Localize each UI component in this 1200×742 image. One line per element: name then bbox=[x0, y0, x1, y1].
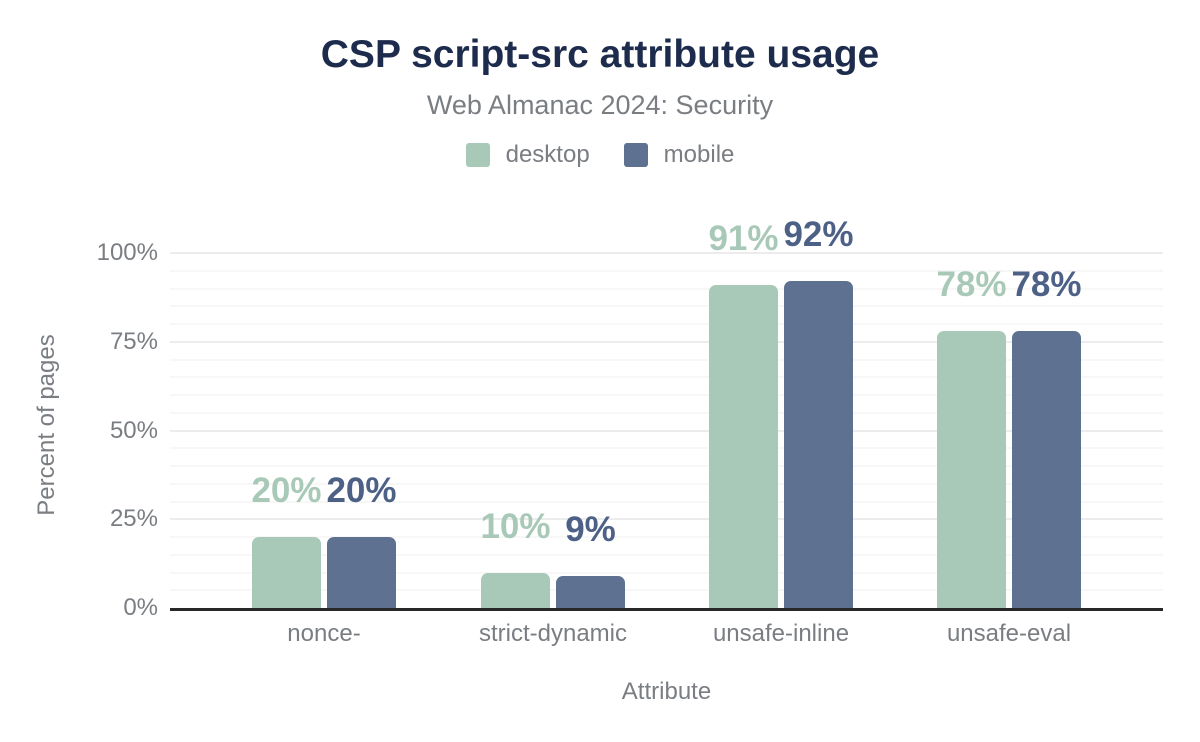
x-tick-label-unsafe-eval: unsafe-eval bbox=[946, 620, 1072, 647]
bar-value-label-desktop-strict-dynamic: 10% bbox=[480, 506, 551, 546]
legend: desktop mobile bbox=[0, 141, 1200, 169]
y-tick-label-50%: 50% bbox=[109, 416, 158, 444]
x-tick-label-strict-dynamic: strict-dynamic bbox=[478, 620, 628, 647]
y-tick-label-100%: 100% bbox=[96, 239, 158, 266]
gridline-minor bbox=[170, 536, 1163, 538]
gridline-minor bbox=[170, 358, 1163, 361]
y-tick-label-0%: 0% bbox=[123, 594, 158, 621]
bar-mobile-strict-dynamic bbox=[556, 576, 625, 608]
gridline-minor bbox=[170, 323, 1163, 325]
bar-desktop-strict-dynamic bbox=[481, 572, 550, 608]
bar-value-label-desktop-unsafe-inline: 91% bbox=[708, 218, 779, 258]
gridline-minor bbox=[170, 589, 1163, 592]
chart-title: CSP script-src attribute usage bbox=[320, 33, 880, 76]
plot-area: 20% 20% 10% 9% 91% 92% 78% 78% bbox=[170, 215, 1163, 611]
bar-value-label-desktop-nonce-: 20% bbox=[251, 471, 322, 510]
bar-mobile-unsafe-eval bbox=[1012, 331, 1081, 608]
bar-mobile-nonce- bbox=[327, 537, 396, 608]
gridline-minor bbox=[170, 447, 1163, 450]
gridline-minor bbox=[170, 269, 1163, 272]
gridline-minor bbox=[170, 394, 1163, 396]
y-tick-label-75%: 75% bbox=[109, 327, 158, 355]
legend-item-desktop: desktop bbox=[465, 141, 590, 169]
x-tick-label-nonce-: nonce- bbox=[287, 620, 361, 647]
bar-desktop-nonce- bbox=[252, 537, 321, 608]
gridline-minor bbox=[170, 305, 1163, 308]
gridline-major bbox=[170, 429, 1163, 432]
x-axis-title: Attribute bbox=[621, 678, 712, 705]
gridline-minor bbox=[170, 376, 1163, 379]
bar-mobile-unsafe-inline bbox=[784, 281, 853, 608]
bar-value-label-desktop-unsafe-eval: 78% bbox=[936, 265, 1007, 305]
bar-desktop-unsafe-inline bbox=[709, 284, 778, 608]
legend-swatch-mobile bbox=[623, 143, 648, 167]
gridline-major bbox=[170, 252, 1163, 254]
bar-value-label-mobile-nonce-: 20% bbox=[326, 471, 397, 510]
gridline-major bbox=[170, 518, 1163, 521]
legend-label-mobile: mobile bbox=[663, 141, 735, 168]
gridline-minor bbox=[170, 287, 1163, 290]
gridline-minor bbox=[170, 465, 1163, 467]
gridline-minor bbox=[170, 482, 1163, 485]
x-tick-label-unsafe-inline: unsafe-inline bbox=[712, 620, 850, 647]
gridline-minor bbox=[170, 411, 1163, 414]
y-tick-label-25%: 25% bbox=[109, 505, 158, 533]
legend-item-mobile: mobile bbox=[623, 141, 735, 169]
legend-label-desktop: desktop bbox=[505, 141, 590, 168]
bar-value-label-mobile-strict-dynamic: 9% bbox=[565, 510, 616, 550]
gridline-minor bbox=[170, 553, 1163, 556]
legend-swatch-desktop bbox=[465, 143, 490, 167]
bar-value-label-mobile-unsafe-inline: 92% bbox=[783, 215, 854, 255]
gridline-minor bbox=[170, 571, 1163, 574]
bar-value-label-mobile-unsafe-eval: 78% bbox=[1011, 265, 1082, 305]
bar-desktop-unsafe-eval bbox=[937, 331, 1006, 608]
gridline-minor bbox=[170, 500, 1163, 503]
gridline-major bbox=[170, 340, 1163, 343]
chart-subtitle: Web Almanac 2024: Security bbox=[426, 90, 774, 120]
